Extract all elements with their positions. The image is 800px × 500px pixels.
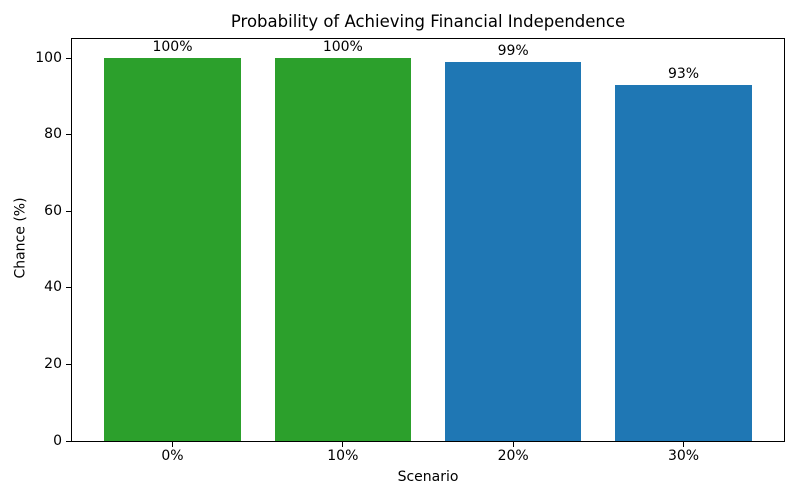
x-tick-mark <box>512 442 514 447</box>
bar-20% <box>445 61 582 441</box>
bar-10% <box>274 58 411 441</box>
bar-0% <box>104 58 241 441</box>
y-tick-mark <box>66 440 71 442</box>
bar-30% <box>615 84 752 441</box>
bar-value-label: 100% <box>322 38 363 55</box>
bar-value-label: 100% <box>152 38 193 55</box>
x-tick-label: 10% <box>327 448 359 464</box>
y-tick-label: 60 <box>44 202 62 219</box>
x-tick-mark <box>683 442 684 447</box>
y-tick-label: 20 <box>44 355 62 372</box>
y-tick-mark <box>66 134 71 136</box>
x-tick-mark <box>171 442 173 447</box>
plot-area: 100% 100% 99% 93% <box>71 38 785 442</box>
x-tick-mark <box>342 442 344 447</box>
y-tick-label: 100 <box>35 49 62 66</box>
x-tick-label: 20% <box>497 448 529 464</box>
bar-value-label: 99% <box>497 42 529 59</box>
y-tick-mark <box>66 57 71 59</box>
y-tick-label: 40 <box>44 279 62 296</box>
y-tick-mark <box>66 363 71 365</box>
x-tick-label: 0% <box>161 448 184 464</box>
x-tick-label: 30% <box>667 448 700 464</box>
y-tick-mark <box>66 210 71 212</box>
x-axis-label: Scenario <box>397 469 459 485</box>
y-tick-mark <box>66 287 71 289</box>
bars-container: 100% 100% 99% 93% <box>72 39 784 441</box>
y-tick-label: 80 <box>44 126 62 143</box>
chart-title: Probability of Achieving Financial Indep… <box>230 12 626 31</box>
bar-value-label: 93% <box>667 65 700 82</box>
y-tick-label: 0 <box>53 432 62 449</box>
